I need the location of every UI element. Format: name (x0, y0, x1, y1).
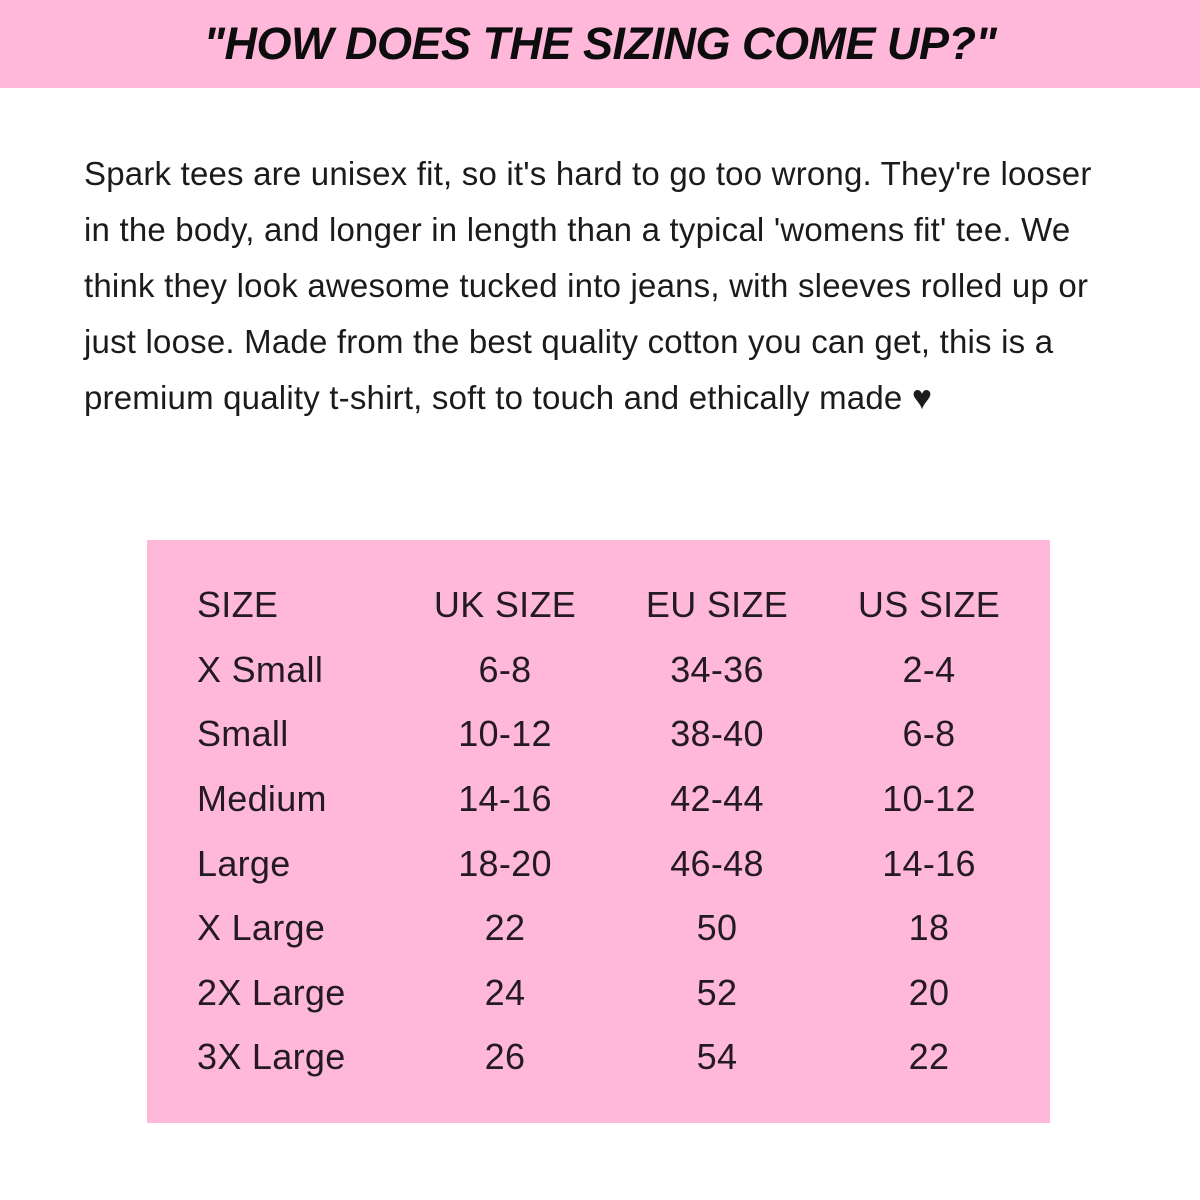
table-row: Medium 14-16 42-44 10-12 (197, 767, 1037, 832)
column-header-size: SIZE (197, 584, 279, 626)
description-text: Spark tees are unisex fit, so it's hard … (84, 155, 1092, 416)
column-header-eu-size: EU SIZE (645, 584, 789, 626)
size-cell: Large (197, 842, 291, 884)
table-row: X Large 22 50 18 (197, 896, 1037, 961)
eu-size-cell: 54 (696, 1036, 738, 1078)
uk-size-cell: 18-20 (458, 842, 552, 884)
size-cell: 3X Large (197, 1036, 346, 1078)
column-header-uk-size: UK SIZE (433, 584, 577, 626)
uk-size-cell: 26 (484, 1036, 526, 1078)
uk-size-cell: 14-16 (458, 778, 552, 820)
uk-size-cell: 22 (484, 907, 526, 949)
us-size-cell: 6-8 (902, 713, 956, 755)
table-header-row: SIZE UK SIZE EU SIZE US SIZE (197, 573, 1037, 638)
heart-icon: ♥ (911, 379, 933, 417)
us-size-cell: 22 (908, 1036, 950, 1078)
us-size-cell: 2-4 (902, 648, 956, 690)
table-row: 2X Large 24 52 20 (197, 961, 1037, 1026)
header-banner: "HOW DOES THE SIZING COME UP?" (0, 0, 1200, 88)
table-row: Small 10-12 38-40 6-8 (197, 702, 1037, 767)
eu-size-cell: 50 (696, 907, 738, 949)
column-header-us-size: US SIZE (857, 584, 1001, 626)
size-chart-card: SIZE UK SIZE EU SIZE US SIZE X Small 6-8… (147, 540, 1050, 1123)
size-cell: X Small (197, 648, 324, 690)
uk-size-cell: 24 (484, 971, 526, 1013)
size-cell: Small (197, 713, 289, 755)
eu-size-cell: 38-40 (670, 713, 764, 755)
us-size-cell: 14-16 (882, 842, 976, 884)
eu-size-cell: 46-48 (670, 842, 764, 884)
eu-size-cell: 42-44 (670, 778, 764, 820)
us-size-cell: 18 (908, 907, 950, 949)
size-cell: 2X Large (197, 971, 346, 1013)
table-row: X Small 6-8 34-36 2-4 (197, 638, 1037, 703)
eu-size-cell: 34-36 (670, 648, 764, 690)
uk-size-cell: 6-8 (478, 648, 532, 690)
us-size-cell: 10-12 (882, 778, 976, 820)
page-title: "HOW DOES THE SIZING COME UP?" (203, 18, 997, 69)
uk-size-cell: 10-12 (458, 713, 552, 755)
size-cell: X Large (197, 907, 326, 949)
eu-size-cell: 52 (696, 971, 738, 1013)
table-row: 3X Large 26 54 22 (197, 1025, 1037, 1090)
product-description: Spark tees are unisex fit, so it's hard … (84, 146, 1122, 426)
table-row: Large 18-20 46-48 14-16 (197, 831, 1037, 896)
us-size-cell: 20 (908, 971, 950, 1013)
size-cell: Medium (197, 778, 327, 820)
